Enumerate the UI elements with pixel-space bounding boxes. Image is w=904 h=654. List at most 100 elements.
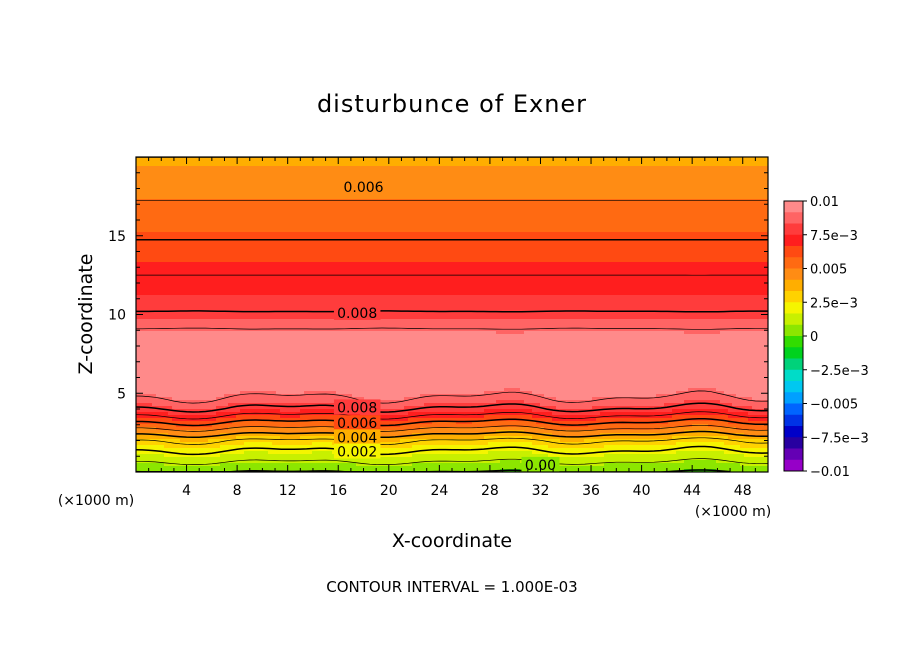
field-cell [412,184,417,188]
field-cell [448,196,453,200]
field-cell [508,214,513,218]
field-cell [664,199,669,203]
field-cell [632,193,637,197]
field-cell [552,220,557,224]
field-cell [676,247,681,251]
field-cell [140,196,145,200]
field-cell [424,214,429,218]
field-cell [448,250,453,254]
field-cell [688,211,693,215]
field-cell [484,214,489,218]
field-cell [636,160,641,164]
field-cell [656,235,661,239]
field-cell [308,202,313,206]
field-cell [440,190,445,194]
field-cell [676,178,681,182]
field-cell [276,178,281,182]
field-cell [684,181,689,185]
field-cell [764,205,768,209]
field-cell [616,187,621,191]
field-cell [516,163,521,167]
field-cell [136,217,141,221]
field-cell [296,157,301,161]
field-cell [384,223,389,227]
field-cell [740,175,745,179]
field-cell [744,244,749,248]
field-cell [340,241,345,245]
field-cell [620,229,625,233]
field-cell [184,241,189,245]
field-cell [764,214,768,218]
field-cell [456,193,461,197]
field-cell [612,190,617,194]
field-cell [548,208,553,212]
field-cell [324,160,329,164]
field-cell [640,184,645,188]
field-cell [392,196,397,200]
field-cell [704,208,709,212]
field-cell [456,169,461,173]
field-cell [724,220,729,224]
field-cell [412,217,417,221]
field-cell [344,193,349,197]
field-cell [292,232,297,236]
field-cell [516,217,521,221]
field-cell [704,190,709,194]
field-cell [388,232,393,236]
field-cell [456,166,461,170]
field-cell [732,160,737,164]
field-cell [444,217,449,221]
field-cell [472,193,477,197]
field-cell [332,247,337,251]
field-cell [660,181,665,185]
field-cell [612,193,617,197]
field-cell [200,220,205,224]
field-cell [692,187,697,191]
field-cell [472,217,477,221]
field-cell [520,190,525,194]
field-cell [756,241,761,245]
field-cell [720,205,725,209]
field-cell [760,217,765,221]
field-cell [300,217,305,221]
field-cell [552,193,557,197]
field-cell [556,160,561,164]
field-cell [240,169,245,173]
field-cell [704,205,709,209]
field-cell [484,190,489,194]
field-cell [752,241,757,245]
field-cell [368,247,373,251]
field-cell [376,205,381,209]
field-cell [368,166,373,170]
field-cell [600,169,605,173]
field-cell [332,220,337,224]
field-cell [536,205,541,209]
field-cell [440,205,445,209]
field-cell [524,235,529,239]
field-cell [344,205,349,209]
field-cell [372,202,377,206]
field-cell [612,223,617,227]
field-cell [448,217,453,221]
field-cell [192,160,197,164]
field-cell [580,190,585,194]
field-cell [608,205,613,209]
field-cell [400,169,405,173]
field-cell [440,226,445,230]
field-cell [276,172,281,176]
field-cell [196,211,201,215]
field-cell [724,229,729,233]
field-cell [320,202,325,206]
field-cell [708,193,713,197]
field-cell [248,190,253,194]
field-cell [176,181,181,185]
field-cell [420,169,425,173]
field-cell [568,217,573,221]
field-cell [304,166,309,170]
field-cell [340,172,345,176]
field-cell [200,181,205,185]
field-cell [600,208,605,212]
field-cell [316,250,321,254]
field-cell [540,223,545,227]
field-cell [284,229,289,233]
